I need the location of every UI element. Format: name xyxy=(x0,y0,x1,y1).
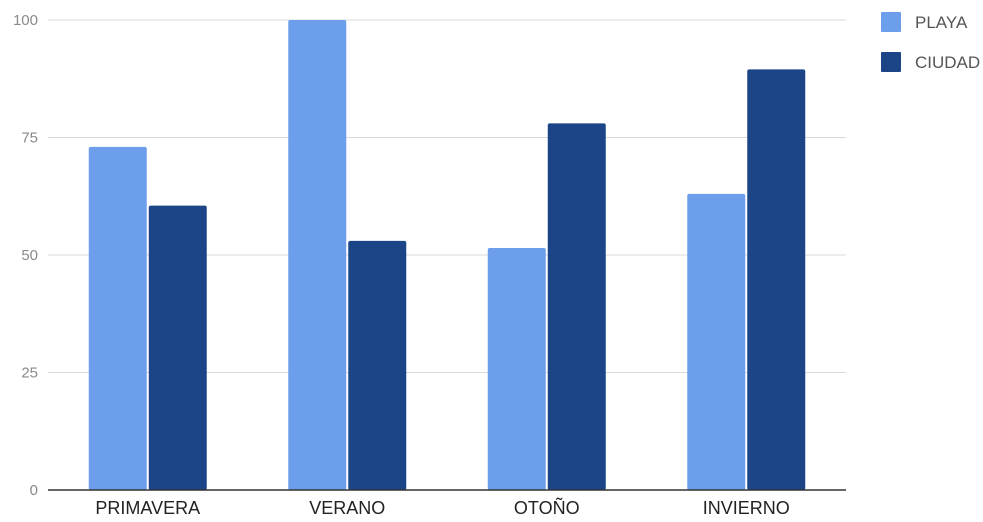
y-tick-label: 25 xyxy=(21,365,38,382)
bar-ciudad-invierno xyxy=(747,69,806,490)
bar-ciudad-verano xyxy=(348,240,407,490)
legend-label-ciudad: CIUDAD xyxy=(915,53,980,72)
x-tick-label: OTOÑO xyxy=(514,497,580,518)
legend: PLAYA CIUDAD xyxy=(881,12,980,72)
legend-swatch-playa xyxy=(881,12,901,32)
x-tick-label: INVIERNO xyxy=(703,498,790,518)
x-tick-label: PRIMAVERA xyxy=(95,498,200,518)
bars xyxy=(88,20,806,491)
bar-playa-primavera xyxy=(88,146,147,490)
x-tick-label: VERANO xyxy=(309,498,385,518)
y-axis-ticks: 0 25 50 75 100 xyxy=(13,12,38,499)
legend-label-playa: PLAYA xyxy=(915,13,968,32)
bar-playa-verano xyxy=(288,20,347,490)
y-tick-label: 0 xyxy=(30,482,38,499)
legend-swatch-ciudad xyxy=(881,52,901,72)
x-axis-ticks: PRIMAVERA VERANO OTOÑO INVIERNO xyxy=(48,489,846,518)
bar-playa-otoño xyxy=(487,247,546,490)
y-tick-label: 100 xyxy=(13,12,38,29)
bar-ciudad-otoño xyxy=(547,123,606,491)
bar-ciudad-primavera xyxy=(148,205,207,490)
bar-playa-invierno xyxy=(687,193,746,490)
y-tick-label: 50 xyxy=(21,247,38,264)
y-tick-label: 75 xyxy=(21,130,38,147)
